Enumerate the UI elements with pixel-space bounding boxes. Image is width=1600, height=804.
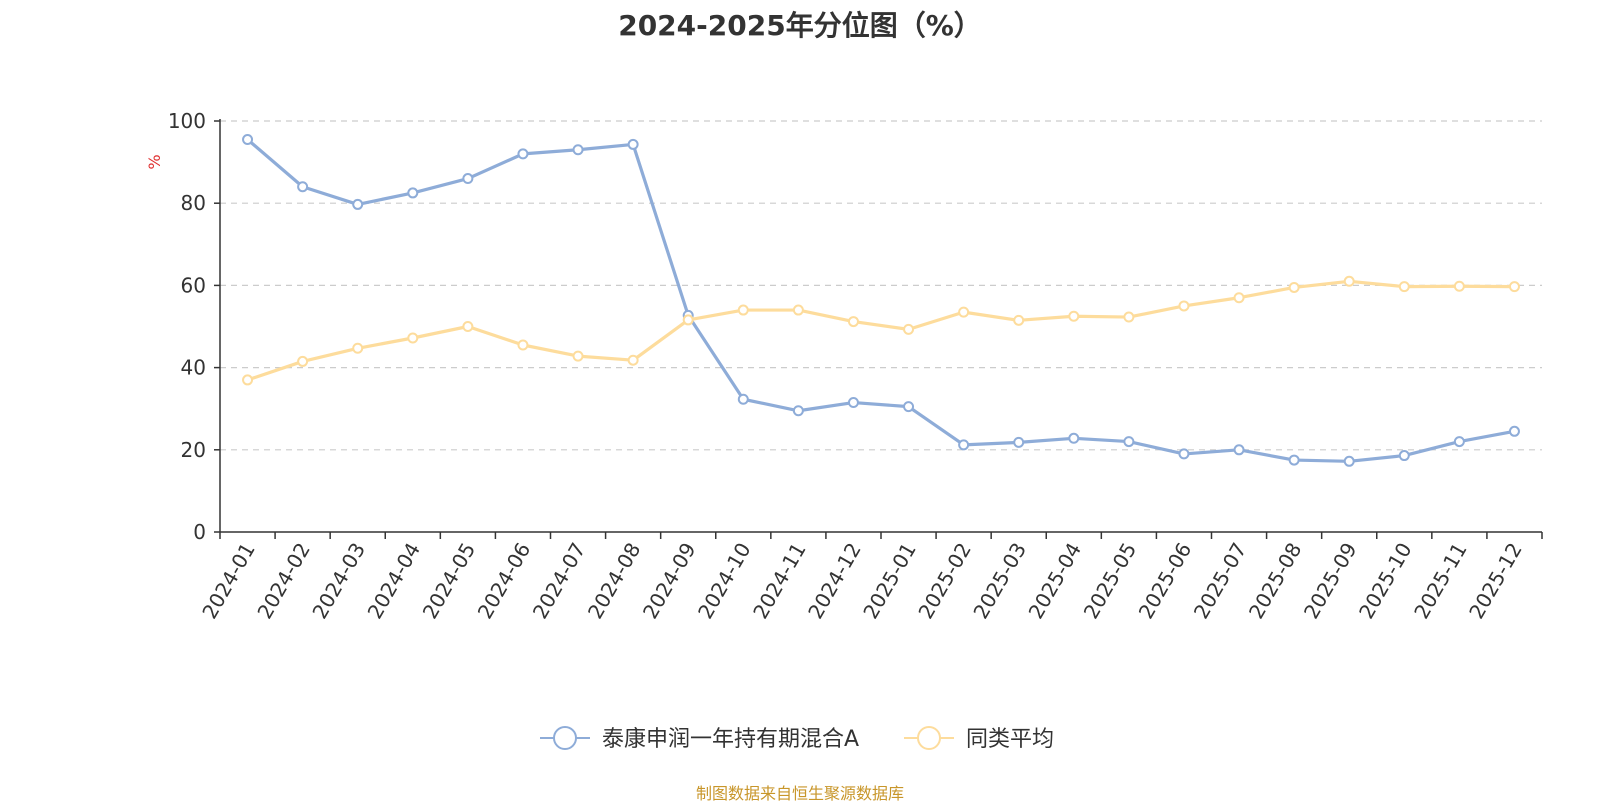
data-point xyxy=(1453,436,1465,448)
data-point xyxy=(627,354,639,366)
legend-label: 同类平均 xyxy=(966,727,1054,752)
data-point xyxy=(462,173,474,185)
series-1 xyxy=(242,133,1520,467)
data-point xyxy=(1013,436,1025,448)
data-point xyxy=(1288,454,1300,466)
source-footer: 制图数据来自恒生聚源数据库 xyxy=(695,784,904,803)
data-point xyxy=(903,323,915,335)
x-tick-label: 2025-07 xyxy=(1189,539,1252,623)
data-point xyxy=(572,144,584,156)
y-tick-labels: 0 20 40 60 80 100 xyxy=(168,109,206,544)
legend-marker xyxy=(917,726,941,750)
data-point xyxy=(1068,432,1080,444)
data-point xyxy=(903,401,915,413)
x-tick-label: 2024-02 xyxy=(252,539,315,623)
x-tick-label: 2025-04 xyxy=(1024,539,1087,623)
data-point xyxy=(462,321,474,332)
data-point xyxy=(1343,455,1355,467)
x-tick-label: 2025-08 xyxy=(1244,539,1307,623)
data-point xyxy=(1398,450,1410,462)
x-tick-label: 2025-01 xyxy=(858,539,921,623)
x-tick-label: 2024-01 xyxy=(197,539,260,623)
data-point xyxy=(1123,311,1135,323)
x-tick-label: 2025-05 xyxy=(1079,539,1142,623)
data-point xyxy=(1288,281,1300,293)
series-line xyxy=(246,138,1515,463)
data-point xyxy=(1068,310,1080,322)
data-point xyxy=(958,439,970,451)
data-point xyxy=(1508,281,1520,293)
axes xyxy=(214,119,1543,539)
data-point xyxy=(792,304,804,316)
data-point xyxy=(242,133,254,145)
data-point xyxy=(1398,281,1410,293)
y-tick-label: 0 xyxy=(193,520,206,544)
legend-item-1: 泰康申润一年持有期混合A xyxy=(540,726,859,752)
data-point xyxy=(297,355,309,367)
data-point xyxy=(297,181,309,193)
data-point xyxy=(1178,448,1190,460)
legend-item-2: 同类平均 xyxy=(904,726,1054,752)
data-point xyxy=(682,314,694,326)
x-tick-label: 2024-03 xyxy=(307,539,370,623)
x-tick-label: 2024-08 xyxy=(583,539,646,623)
y-axis-label: % xyxy=(145,154,164,169)
data-point xyxy=(958,306,970,318)
data-point xyxy=(847,397,859,409)
data-point xyxy=(352,198,364,210)
data-point xyxy=(737,393,749,405)
data-point xyxy=(737,304,749,316)
data-point xyxy=(242,374,254,386)
data-point xyxy=(407,187,419,199)
x-tick-label: 2024-09 xyxy=(638,539,701,623)
x-tick-label: 2025-12 xyxy=(1464,539,1527,623)
y-tick-label: 100 xyxy=(168,109,206,133)
legend-label: 泰康申润一年持有期混合A xyxy=(602,727,859,752)
x-tick-label: 2024-12 xyxy=(803,539,866,623)
y-tick-label: 60 xyxy=(181,273,206,297)
x-tick-labels: 2024-012024-022024-032024-042024-052024-… xyxy=(197,539,1526,623)
x-tick-label: 2024-11 xyxy=(748,539,811,623)
data-point xyxy=(1453,280,1465,292)
data-point xyxy=(352,342,364,354)
data-point xyxy=(517,339,529,351)
x-tick-label: 2025-11 xyxy=(1409,539,1472,623)
legend: 泰康申润一年持有期混合A 同类平均 xyxy=(540,726,1054,752)
data-point xyxy=(1343,275,1355,287)
data-point xyxy=(517,148,529,160)
x-tick-label: 2024-04 xyxy=(363,539,426,623)
x-tick-label: 2025-10 xyxy=(1354,539,1417,623)
x-tick-label: 2024-10 xyxy=(693,539,756,623)
y-tick-label: 40 xyxy=(181,356,206,380)
chart-title: 2024-2025年分位图（%） xyxy=(618,9,982,42)
legend-marker xyxy=(553,726,577,750)
y-tick-label: 20 xyxy=(181,438,206,462)
data-point xyxy=(1123,436,1135,448)
series-2 xyxy=(242,275,1520,386)
series-layer xyxy=(242,133,1520,467)
x-tick-label: 2024-05 xyxy=(418,539,481,623)
data-point xyxy=(407,332,419,344)
data-point xyxy=(1508,425,1520,437)
x-tick-label: 2025-03 xyxy=(968,539,1031,623)
data-point xyxy=(627,138,639,150)
data-point xyxy=(1233,444,1245,456)
data-point xyxy=(847,316,859,328)
x-tick-label: 2025-09 xyxy=(1299,539,1362,623)
data-point xyxy=(572,350,584,362)
x-tick-label: 2024-06 xyxy=(473,539,536,623)
series-line xyxy=(247,279,1515,382)
x-tick-label: 2024-07 xyxy=(528,539,591,623)
data-point xyxy=(1013,314,1025,326)
x-tick-label: 2025-02 xyxy=(913,539,976,623)
y-tick-label: 80 xyxy=(181,191,206,215)
data-point xyxy=(1233,292,1245,304)
x-tick-label: 2025-06 xyxy=(1134,539,1197,623)
data-point xyxy=(1178,300,1190,312)
data-point xyxy=(792,405,804,417)
grid-lines xyxy=(220,120,1542,451)
